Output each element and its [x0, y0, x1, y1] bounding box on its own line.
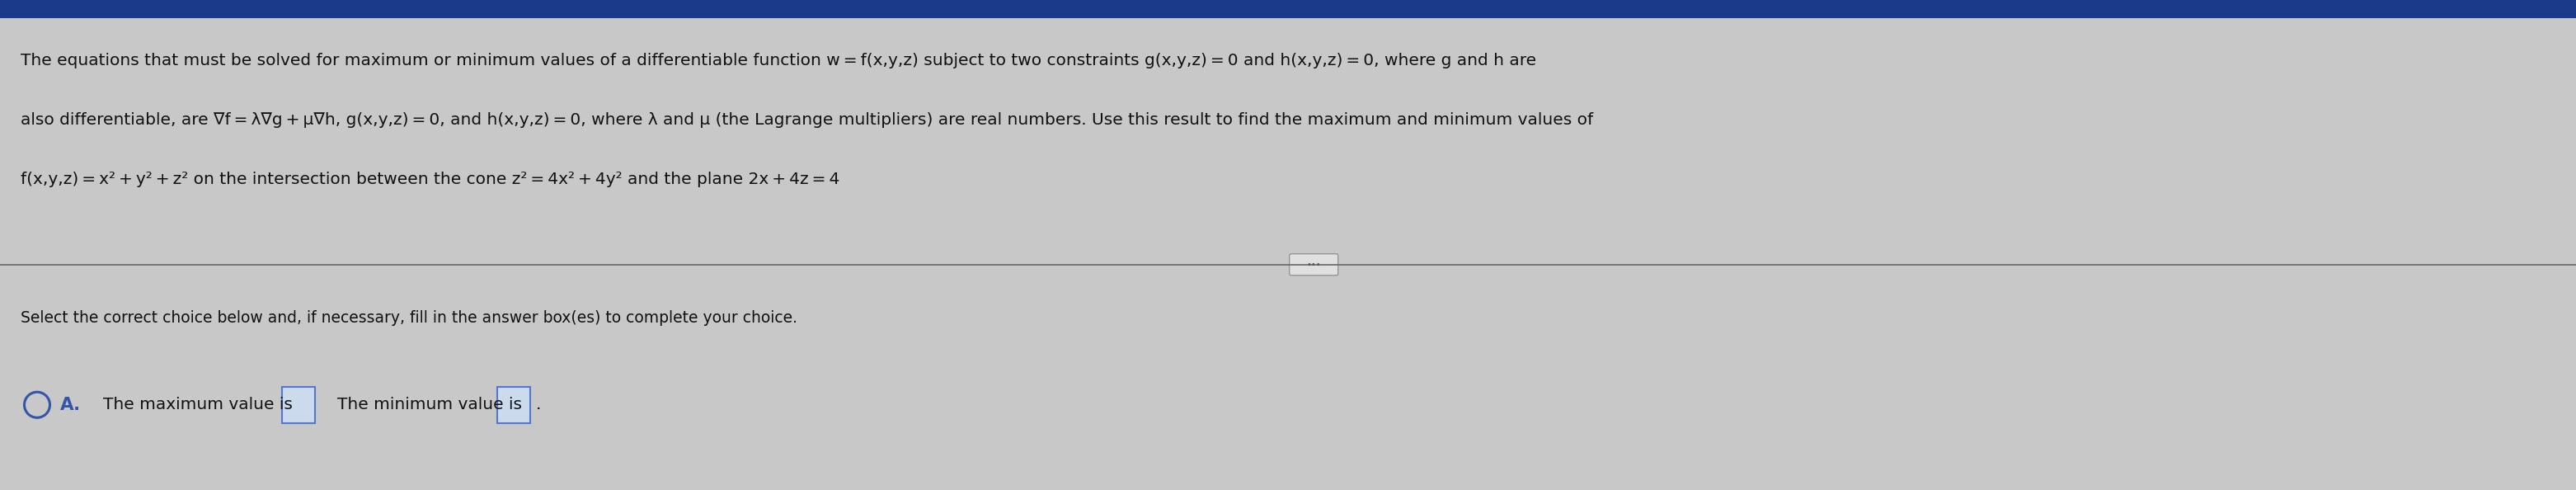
- FancyBboxPatch shape: [497, 387, 531, 423]
- Text: The equations that must be solved for maximum or minimum values of a differentia: The equations that must be solved for ma…: [21, 53, 1535, 69]
- Text: Select the correct choice below and, if necessary, fill in the answer box(es) to: Select the correct choice below and, if …: [21, 310, 799, 326]
- Text: .: .: [536, 397, 541, 413]
- Text: f(x,y,z) = x² + y² + z² on the intersection between the cone z² = 4x² + 4y² and : f(x,y,z) = x² + y² + z² on the intersect…: [21, 171, 840, 187]
- Text: also differentiable, are ∇f = λ∇g + μ∇h, g(x,y,z) = 0, and h(x,y,z) = 0, where λ: also differentiable, are ∇f = λ∇g + μ∇h,…: [21, 112, 1592, 128]
- Text: The maximum value is: The maximum value is: [103, 397, 294, 413]
- FancyBboxPatch shape: [281, 387, 314, 423]
- FancyBboxPatch shape: [1291, 254, 1337, 275]
- Text: A.: A.: [59, 396, 80, 413]
- Text: •••: •••: [1306, 261, 1321, 269]
- Bar: [0, 0, 2576, 18]
- Text: The minimum value is: The minimum value is: [337, 397, 523, 413]
